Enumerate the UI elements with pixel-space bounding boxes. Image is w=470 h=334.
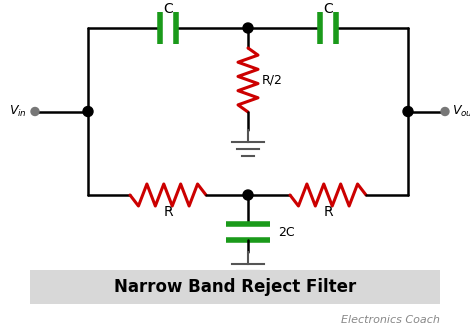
Text: 2C: 2C bbox=[278, 225, 295, 238]
Text: Narrow Band Reject Filter: Narrow Band Reject Filter bbox=[114, 278, 356, 296]
Circle shape bbox=[441, 108, 449, 116]
Circle shape bbox=[243, 23, 253, 33]
Text: C: C bbox=[163, 2, 173, 16]
FancyBboxPatch shape bbox=[30, 270, 440, 304]
Text: R: R bbox=[323, 205, 333, 219]
Circle shape bbox=[403, 107, 413, 117]
Text: R/2: R/2 bbox=[262, 73, 283, 87]
Circle shape bbox=[31, 108, 39, 116]
Text: Electronics Coach: Electronics Coach bbox=[341, 315, 440, 325]
Circle shape bbox=[83, 107, 93, 117]
Circle shape bbox=[243, 190, 253, 200]
Text: C: C bbox=[323, 2, 333, 16]
Text: $V_{in}$: $V_{in}$ bbox=[9, 104, 27, 119]
Text: $V_{out}$: $V_{out}$ bbox=[452, 104, 470, 119]
Text: R: R bbox=[163, 205, 173, 219]
